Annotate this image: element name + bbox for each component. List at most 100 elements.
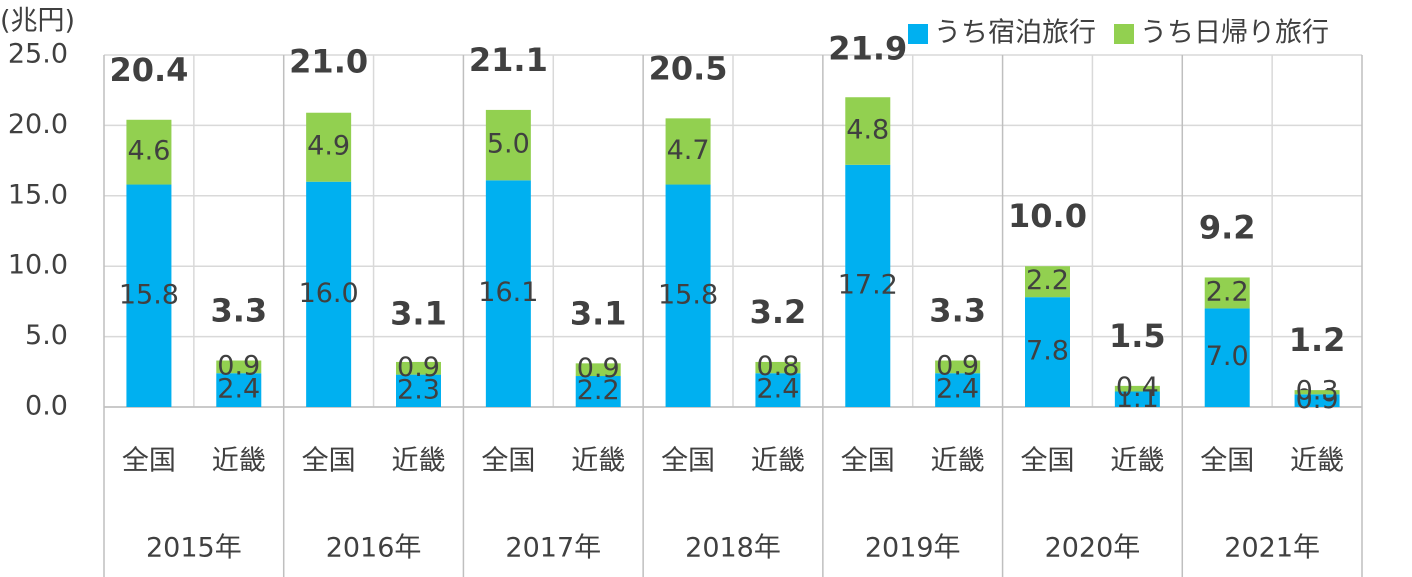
total-label: 1.2 (1289, 321, 1346, 359)
total-label: 3.3 (210, 292, 267, 330)
total-label: 21.9 (828, 30, 907, 68)
y-tick-label: 25.0 (8, 39, 68, 70)
total-label: 20.4 (109, 51, 188, 89)
y-tick-label: 0.0 (25, 391, 68, 422)
total-label: 10.0 (1008, 197, 1087, 235)
value-label: 7.0 (1206, 341, 1249, 372)
x-tick-label: 近畿 (392, 446, 446, 477)
value-label: 4.7 (667, 135, 710, 166)
bar-segment (1204, 308, 1250, 407)
y-tick-label: 15.0 (8, 179, 68, 210)
x-tick-label: 全国 (302, 446, 356, 477)
x-tick-label: 全国 (1021, 446, 1075, 477)
value-label: 16.1 (478, 277, 538, 308)
group-label: 2017年 (505, 533, 601, 564)
legend-label: うち宿泊旅行 (934, 18, 1096, 49)
value-label: 2.2 (1206, 276, 1249, 307)
total-label: 9.2 (1199, 208, 1256, 246)
x-tick-label: 全国 (481, 446, 535, 477)
value-label: 0.3 (1296, 376, 1339, 407)
bar-segment (216, 373, 262, 407)
bar-segment (1025, 266, 1070, 298)
bar-segment (1294, 394, 1340, 407)
group-label: 2016年 (326, 533, 422, 564)
value-label: 15.8 (658, 279, 718, 310)
x-tick-label: 全国 (661, 446, 715, 477)
y-tick-label: 20.0 (8, 109, 68, 140)
bar-segment (306, 112, 352, 182)
value-label: 4.8 (846, 115, 889, 146)
value-label: 2.3 (397, 374, 440, 405)
bar-segment (665, 118, 711, 185)
total-label: 21.1 (469, 41, 548, 79)
bar-segment (396, 361, 441, 375)
x-tick-label: 全国 (841, 446, 895, 477)
bar-segment (845, 97, 891, 165)
group-label: 2021年 (1224, 533, 1320, 564)
bar-segment (396, 374, 441, 407)
x-tick-label: 近畿 (571, 446, 625, 477)
value-label: 0.4 (1116, 372, 1159, 403)
bar-segment (485, 109, 531, 181)
group-label: 2020年 (1045, 533, 1141, 564)
bar-segment (575, 376, 621, 407)
total-label: 3.3 (929, 292, 986, 330)
x-tick-label: 近畿 (1110, 446, 1164, 477)
bar-segment (1204, 277, 1250, 309)
value-label: 0.9 (936, 350, 979, 381)
value-label: 2.4 (936, 374, 979, 405)
bar-segment (665, 184, 711, 407)
value-label: 4.6 (127, 136, 170, 167)
bar-segment (1294, 390, 1340, 395)
total-label: 3.1 (390, 294, 447, 332)
y-tick-label: 5.0 (25, 320, 68, 351)
bar-segment (575, 363, 621, 377)
value-label: 5.0 (487, 129, 530, 160)
total-label: 1.5 (1109, 317, 1166, 355)
value-label: 0.9 (217, 350, 260, 381)
value-label: 17.2 (838, 269, 898, 300)
x-tick-label: 近畿 (212, 446, 266, 477)
total-label: 3.2 (750, 293, 807, 331)
bar-segment (126, 119, 172, 185)
bar-segment (126, 184, 172, 407)
value-label: 4.9 (307, 131, 350, 162)
total-label: 3.1 (570, 294, 627, 332)
value-label: 0.9 (577, 353, 620, 384)
x-tick-label: 全国 (122, 446, 176, 477)
total-label: 21.0 (289, 42, 368, 80)
value-label: 0.9 (1296, 384, 1339, 415)
legend-label: うち日帰り旅行 (1140, 18, 1329, 49)
legend-swatch (908, 24, 928, 44)
x-tick-label: 近畿 (751, 446, 805, 477)
group-label: 2015年 (146, 533, 242, 564)
value-label: 2.2 (1026, 265, 1069, 296)
total-label: 20.5 (649, 49, 728, 87)
bar-segment (1025, 297, 1070, 407)
value-label: 2.2 (577, 375, 620, 406)
value-label: 16.0 (299, 278, 359, 309)
group-label: 2018年 (685, 533, 781, 564)
value-label: 0.8 (756, 351, 799, 382)
bar-segment (755, 373, 801, 407)
x-tick-label: 近畿 (931, 446, 985, 477)
bar-segment (845, 164, 891, 407)
x-tick-label: 全国 (1200, 446, 1254, 477)
value-label: 2.4 (756, 374, 799, 405)
value-label: 7.8 (1026, 336, 1069, 367)
bar-segment (1114, 391, 1160, 407)
bar-segment (306, 181, 352, 407)
bar-segment (935, 373, 981, 407)
bar-segment (755, 361, 801, 374)
y-axis-label: (兆円) (0, 6, 75, 37)
y-tick-label: 10.0 (8, 250, 68, 281)
x-tick-label: 近畿 (1290, 446, 1344, 477)
bar-segment (1114, 385, 1160, 392)
value-label: 0.9 (397, 352, 440, 383)
bar-segment (216, 360, 262, 374)
value-label: 2.4 (217, 374, 260, 405)
bar-segment (935, 360, 981, 374)
bar-segment (485, 180, 531, 407)
value-label: 15.8 (119, 279, 179, 310)
